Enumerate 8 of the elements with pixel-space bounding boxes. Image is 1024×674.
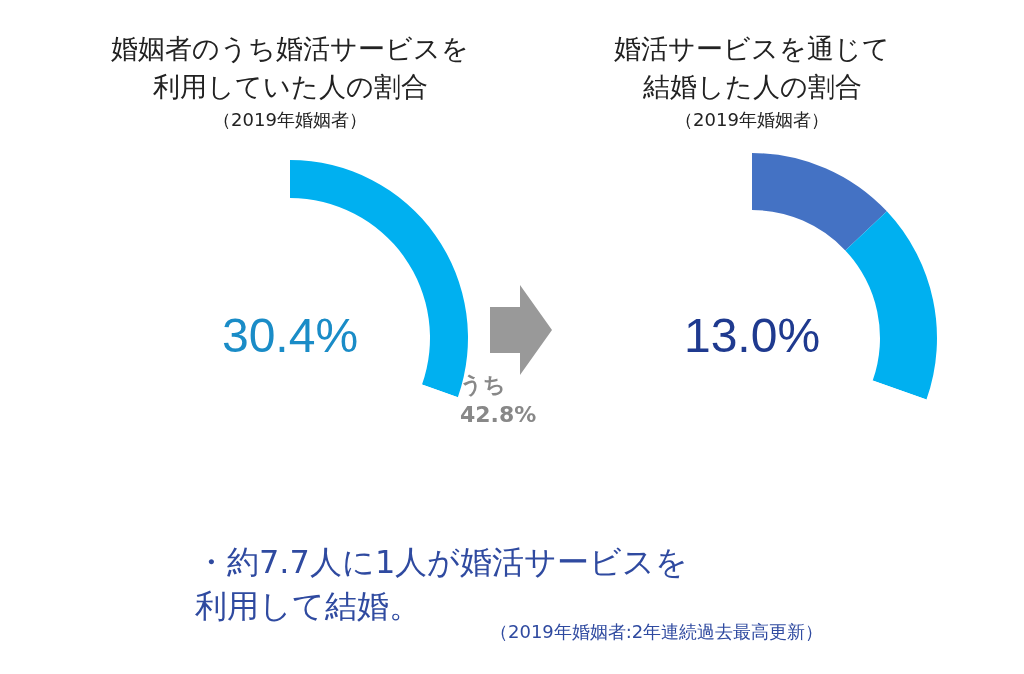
text: うち 42.8%: [460, 371, 537, 429]
data-label: 13.0%: [683, 309, 821, 362]
chart-subtitle: （2019年婚姻者）: [674, 108, 830, 132]
chart-title: 婚姻者のうち婚活サービスを利用していた人の割合: [110, 32, 470, 104]
text: （2019年婚姻者:2年連続過去最高更新）: [490, 620, 824, 644]
data-label: 30.4%: [221, 309, 359, 362]
chart-title: 婚活サービスを通じて結婚した人の割合: [613, 32, 891, 104]
chart-subtitle: （2019年婚姻者）: [212, 108, 368, 132]
